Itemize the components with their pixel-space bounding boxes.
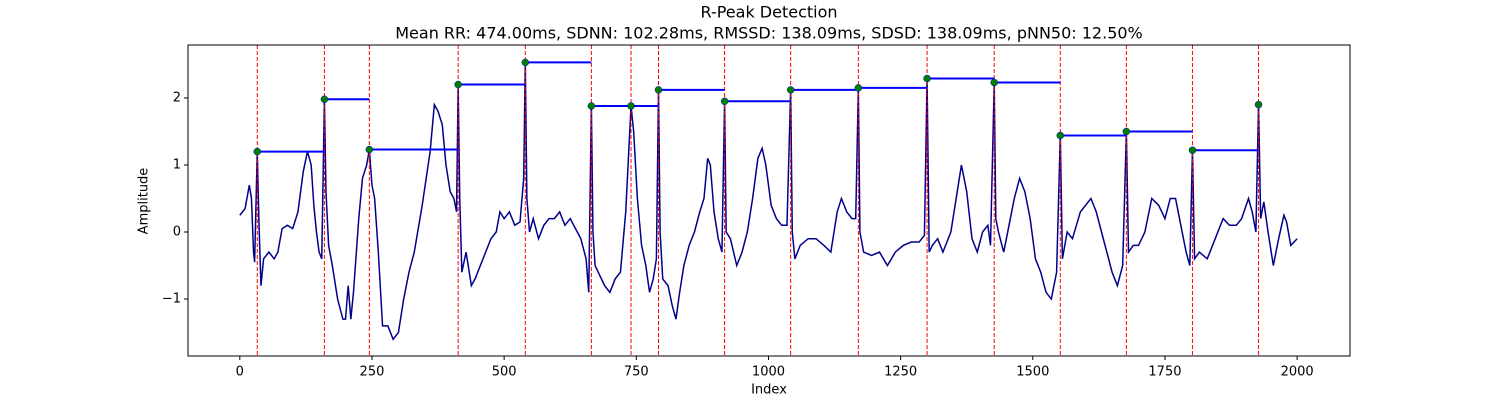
r-peak: [521, 58, 530, 67]
y-tick-label: 0: [173, 225, 181, 240]
y-tick-label: 2: [173, 90, 181, 105]
r-peak: [786, 86, 795, 94]
r-peak: [454, 80, 462, 89]
r-peak: [854, 84, 863, 92]
r-peak: [627, 102, 635, 110]
r-peak: [1254, 100, 1263, 109]
x-tick-label: 2000: [1281, 365, 1314, 380]
x-axis-label: Index: [751, 383, 787, 398]
y-tick-label: 1: [173, 157, 181, 172]
x-tick-label: 1500: [1016, 365, 1049, 380]
r-peak: [587, 102, 596, 110]
r-peak: [1056, 131, 1065, 140]
x-tick-label: 250: [360, 365, 385, 380]
y-tick-label: −1: [162, 292, 181, 307]
x-tick-label: 0: [236, 365, 244, 380]
chart-title: R-Peak Detection: [700, 3, 837, 22]
r-peak: [320, 95, 329, 104]
x-tick-label: 1750: [1148, 365, 1181, 380]
r-peak: [1122, 127, 1131, 136]
r-peak: [923, 74, 931, 83]
r-peak: [654, 86, 663, 94]
r-peak: [990, 78, 998, 87]
y-axis-label: Amplitude: [137, 168, 152, 235]
x-tick-label: 500: [492, 365, 517, 380]
r-peak: [720, 97, 729, 106]
x-tick-label: 750: [624, 365, 649, 380]
r-peak: [365, 145, 374, 154]
signal-line: [239, 62, 1298, 341]
chart-subtitle: Mean RR: 474.00ms, SDNN: 102.28ms, RMSSD…: [395, 24, 1143, 43]
r-peak: [253, 147, 262, 156]
x-tick-label: 1250: [884, 365, 917, 380]
plot-frame: [187, 44, 1351, 357]
x-tick-label: 1000: [752, 365, 785, 380]
r-peak: [1188, 146, 1197, 154]
